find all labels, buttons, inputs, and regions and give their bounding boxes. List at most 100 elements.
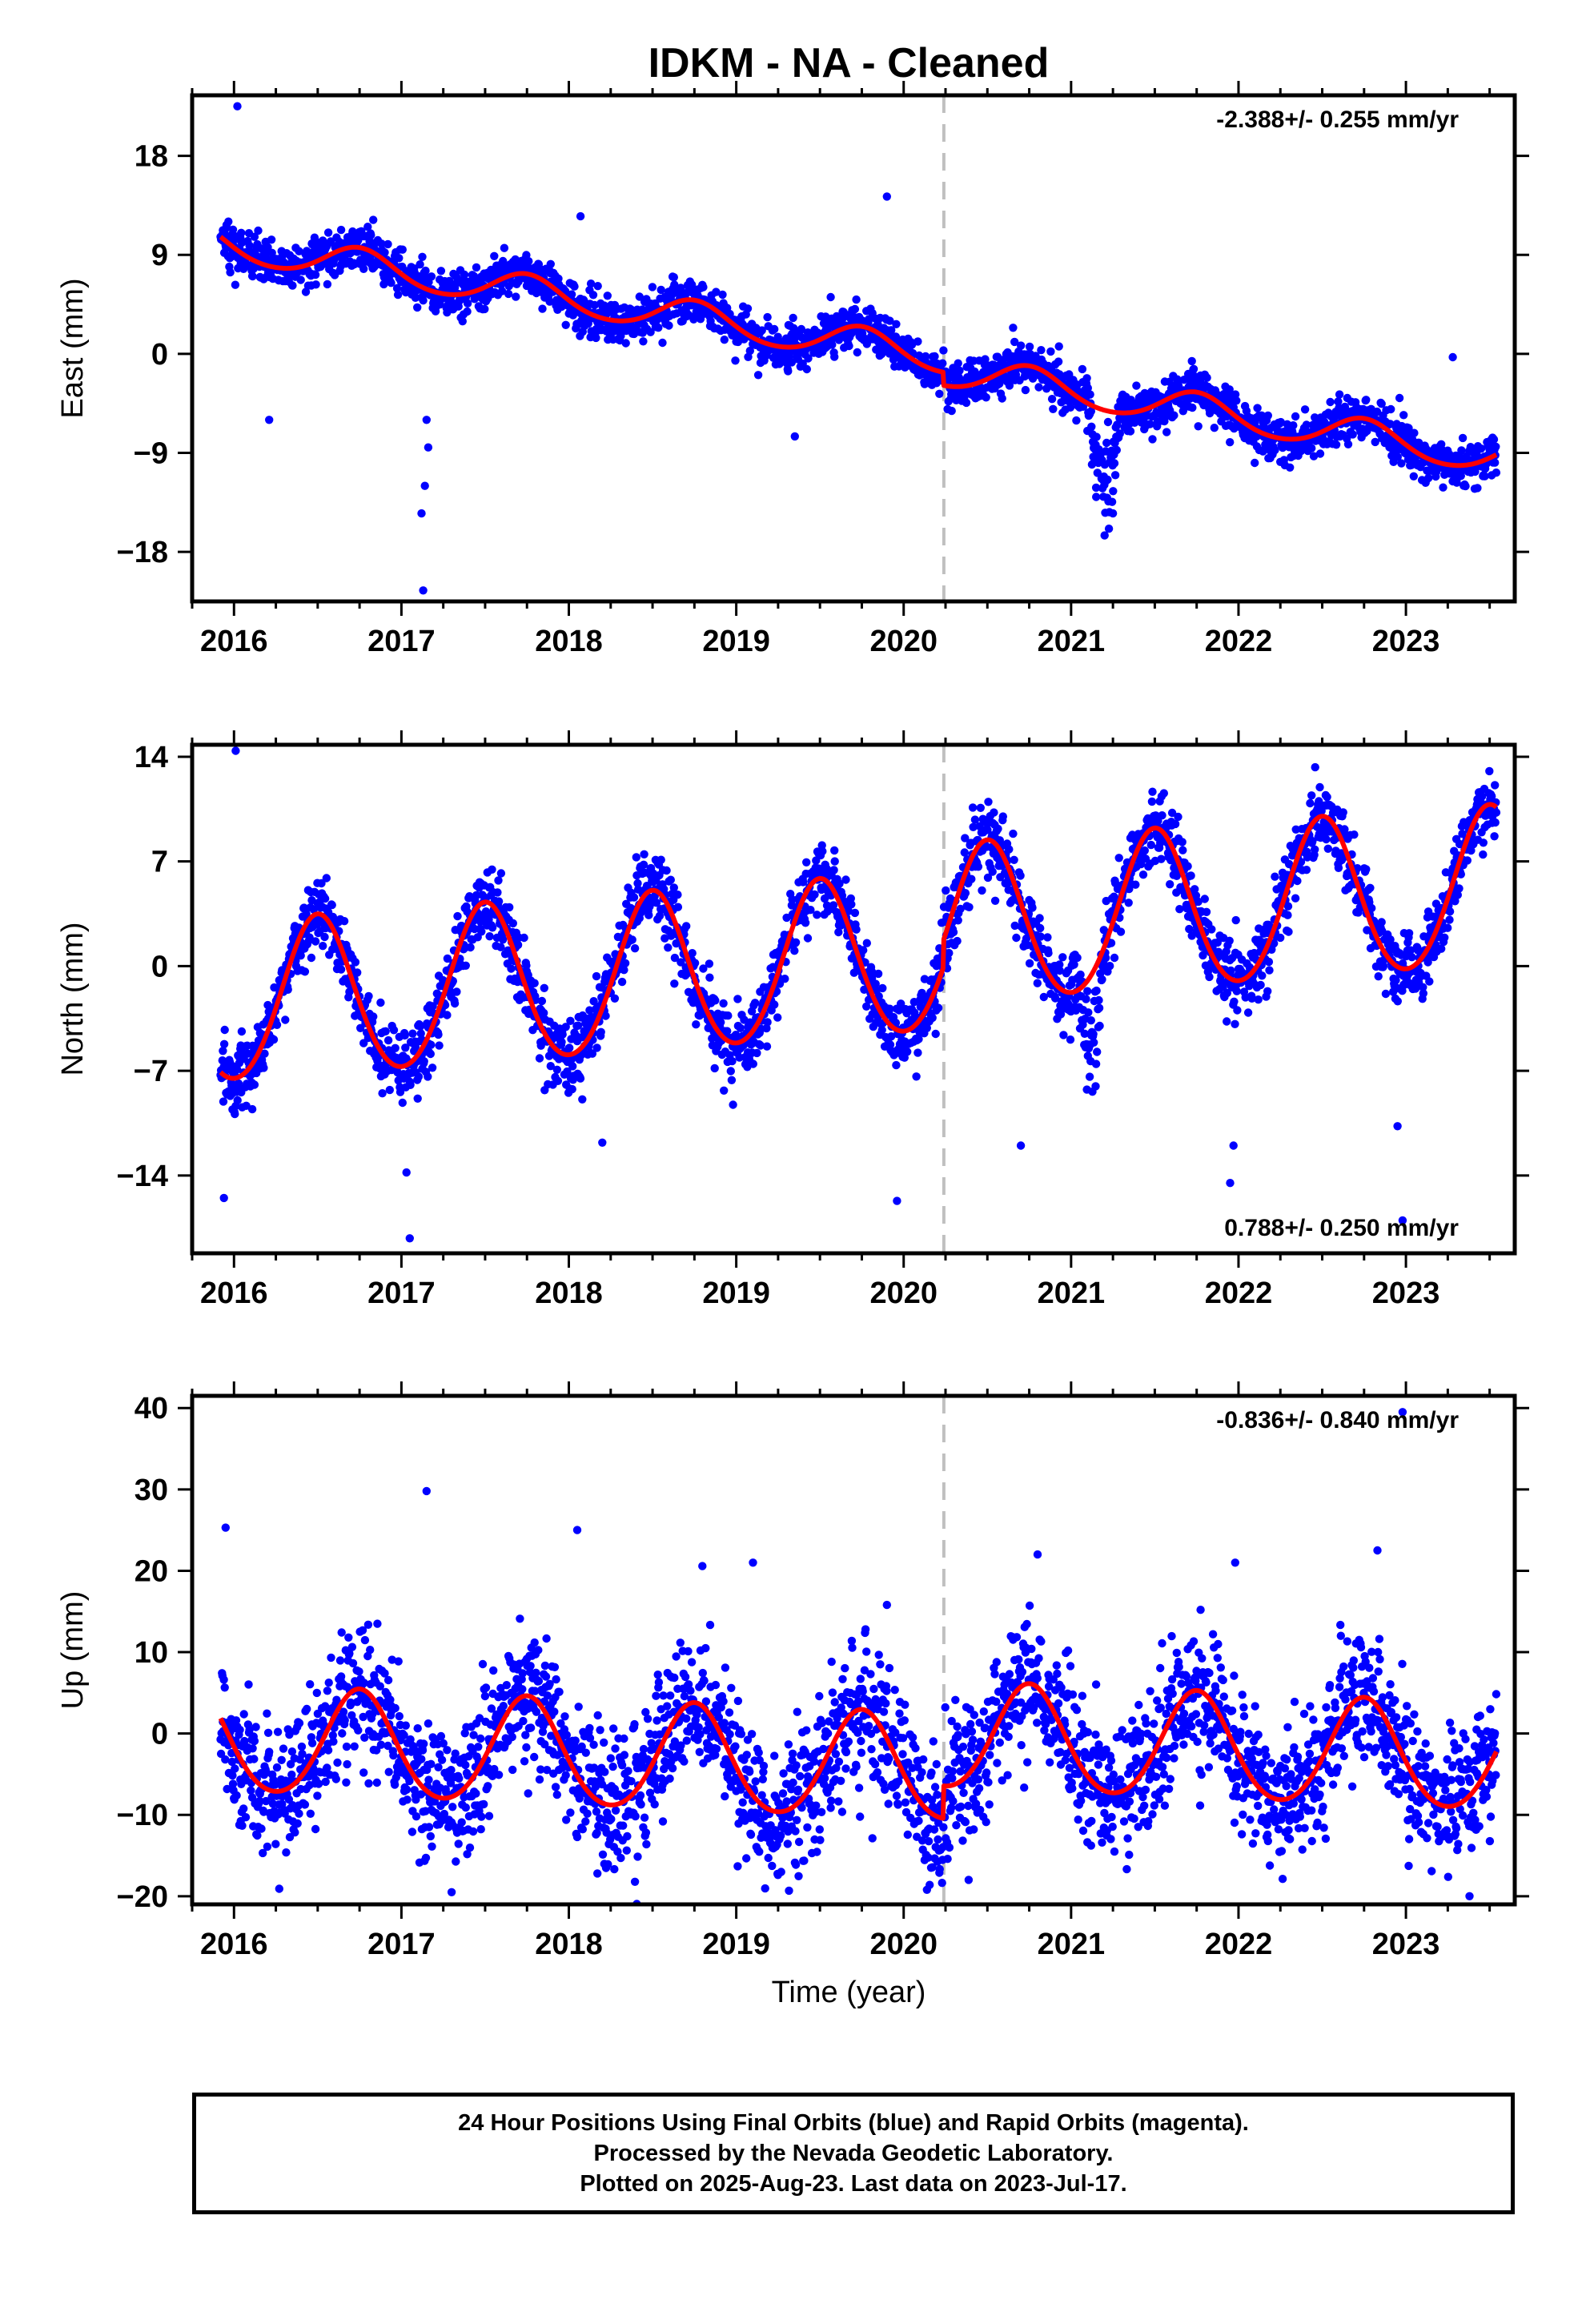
data-point [1086, 407, 1096, 416]
data-point [1042, 384, 1051, 393]
data-point [1230, 997, 1239, 1007]
data-point [460, 270, 469, 279]
data-point [1326, 397, 1335, 407]
data-point [1404, 424, 1413, 432]
data-point [677, 283, 685, 292]
data-point [1103, 417, 1113, 427]
data-point [385, 1085, 394, 1095]
data-point [852, 295, 861, 304]
data-point [749, 1059, 757, 1068]
plot-frame [190, 93, 1517, 604]
data-point [477, 927, 486, 936]
data-point [802, 858, 811, 867]
x-tick-label: 2018 [535, 625, 603, 658]
data-point [414, 1072, 424, 1081]
data-point [1091, 1059, 1101, 1068]
data-point [720, 336, 729, 344]
data-point [978, 886, 986, 895]
data-point [710, 1063, 719, 1073]
data-point [853, 348, 862, 357]
data-point [724, 1011, 733, 1020]
data-point [717, 1018, 725, 1027]
outlier-point [420, 481, 429, 490]
figure-title: IDKM - NA - Cleaned [648, 40, 1050, 86]
data-point [1174, 812, 1182, 822]
outlier-point [882, 192, 892, 201]
data-point [369, 215, 378, 224]
data-point [570, 282, 579, 291]
data-point [424, 1072, 432, 1081]
data-point [1302, 420, 1311, 429]
data-point [1095, 1021, 1104, 1031]
data-point [1386, 420, 1395, 428]
data-point [226, 267, 235, 277]
data-point [913, 337, 922, 346]
data-point [1017, 341, 1026, 350]
data-point [508, 919, 517, 928]
data-point [913, 1048, 922, 1057]
data-point [472, 263, 481, 272]
data-point [954, 916, 962, 925]
east-panel: 2016 2017 2018 2019 2020 2021 2022 2023−18−9091… [56, 81, 1529, 658]
data-point [553, 1076, 563, 1086]
data-point [903, 1047, 912, 1056]
data-point [1131, 880, 1140, 889]
data-point [646, 328, 655, 336]
data-point [497, 287, 507, 296]
data-point [219, 1097, 228, 1106]
data-point [1264, 957, 1274, 967]
data-point [351, 958, 360, 967]
data-point [296, 275, 305, 284]
data-point [426, 1049, 435, 1059]
data-point [1104, 525, 1114, 533]
data-point [1309, 452, 1319, 460]
data-point [520, 933, 528, 943]
data-point [967, 875, 976, 883]
data-point [1093, 1047, 1102, 1056]
data-point [485, 932, 494, 941]
data-point [490, 251, 499, 260]
data-point [921, 352, 930, 361]
data-point [1335, 390, 1344, 399]
data-point [1083, 384, 1093, 392]
data-point [326, 237, 335, 246]
data-point [395, 254, 404, 263]
data-point [810, 890, 819, 899]
data-point [1094, 995, 1103, 1005]
data-point [669, 883, 678, 892]
data-point [1010, 337, 1019, 347]
data-point [592, 1043, 601, 1052]
data-point [1178, 838, 1186, 846]
data-point [389, 1026, 399, 1035]
data-point [233, 1065, 242, 1074]
data-point [1016, 871, 1025, 880]
data-point [1086, 1016, 1096, 1025]
data-point [1028, 903, 1037, 912]
data-point [1092, 986, 1101, 995]
data-point [949, 927, 958, 937]
data-point [538, 304, 547, 313]
data-point [1094, 1003, 1104, 1012]
data-point [1210, 424, 1219, 432]
data-point [1091, 1082, 1100, 1091]
data-point [450, 999, 460, 1008]
data-point [727, 1076, 737, 1085]
data-point [245, 241, 254, 250]
data-point [955, 366, 964, 375]
data-point [673, 903, 683, 911]
data-point [537, 996, 547, 1006]
data-point [1116, 927, 1126, 936]
data-point [954, 359, 962, 368]
data-point [682, 922, 691, 931]
data-point [247, 1104, 257, 1114]
data-point [1476, 444, 1486, 453]
data-point [1054, 342, 1063, 351]
data-point [552, 1065, 561, 1075]
outlier-point [417, 509, 426, 518]
data-point [644, 911, 653, 919]
data-point [1021, 385, 1030, 395]
data-point [877, 1026, 886, 1035]
data-point [1348, 430, 1357, 439]
data-point [965, 903, 974, 912]
data-point [791, 938, 801, 947]
